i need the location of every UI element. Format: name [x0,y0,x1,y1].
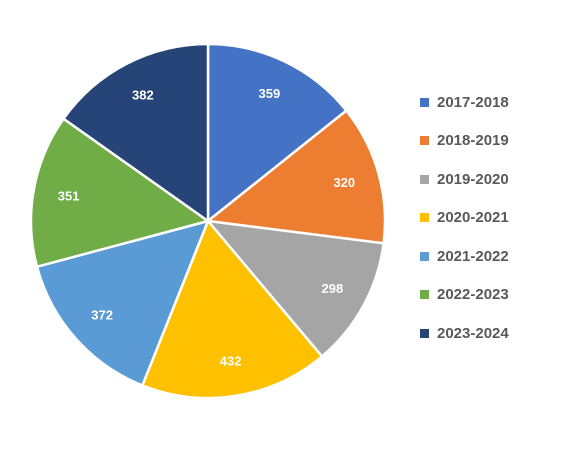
pie-slice-2017-2018 [206,42,349,224]
legend-item-2019-2020: 2019-2020 [420,169,509,189]
data-label-2021-2022: 372 [91,308,113,323]
legend-item-2023-2024: 2023-2024 [420,323,509,343]
data-label-2018-2019: 320 [333,175,355,190]
pie-slice-2018-2019 [204,108,387,245]
pie-slice-2019-2020 [204,219,385,359]
data-label-2019-2020: 298 [322,281,344,296]
pie-slice-2021-2022 [35,219,211,388]
legend-label: 2018-2019 [437,132,509,149]
legend-item-2020-2021: 2020-2021 [420,208,509,228]
legend-label: 2022-2023 [437,286,509,303]
legend-swatch [420,174,429,184]
legend-item-2021-2022: 2021-2022 [420,246,509,266]
legend-label: 2020-2021 [437,209,509,226]
legend-swatch [420,251,429,261]
legend-label: 2017-2018 [437,93,509,111]
pie-slice-2020-2021 [140,218,324,400]
legend-swatch [420,97,429,107]
legend-swatch [420,328,429,338]
data-label-2020-2021: 432 [220,353,242,368]
legend-label: 2021-2022 [437,247,509,265]
legend-label: 2019-2020 [437,170,509,188]
legend-swatch [420,136,429,145]
legend-swatch [420,213,429,222]
legend-item-2017-2018: 2017-2018 [420,92,509,112]
chart-legend: 2017-2018 2018-2019 2019-2020 2020-2021 … [420,92,509,362]
pie-slice-2022-2023 [29,116,211,269]
data-label-2017-2018: 359 [259,86,281,101]
data-label-2022-2023: 351 [58,189,80,204]
legend-label: 2023-2024 [437,324,509,342]
pie-slice-2023-2024 [61,42,210,224]
legend-swatch [420,290,429,299]
legend-item-2018-2019: 2018-2019 [420,131,509,151]
data-label-2023-2024: 382 [132,88,154,103]
legend-item-2022-2023: 2022-2023 [420,285,509,305]
